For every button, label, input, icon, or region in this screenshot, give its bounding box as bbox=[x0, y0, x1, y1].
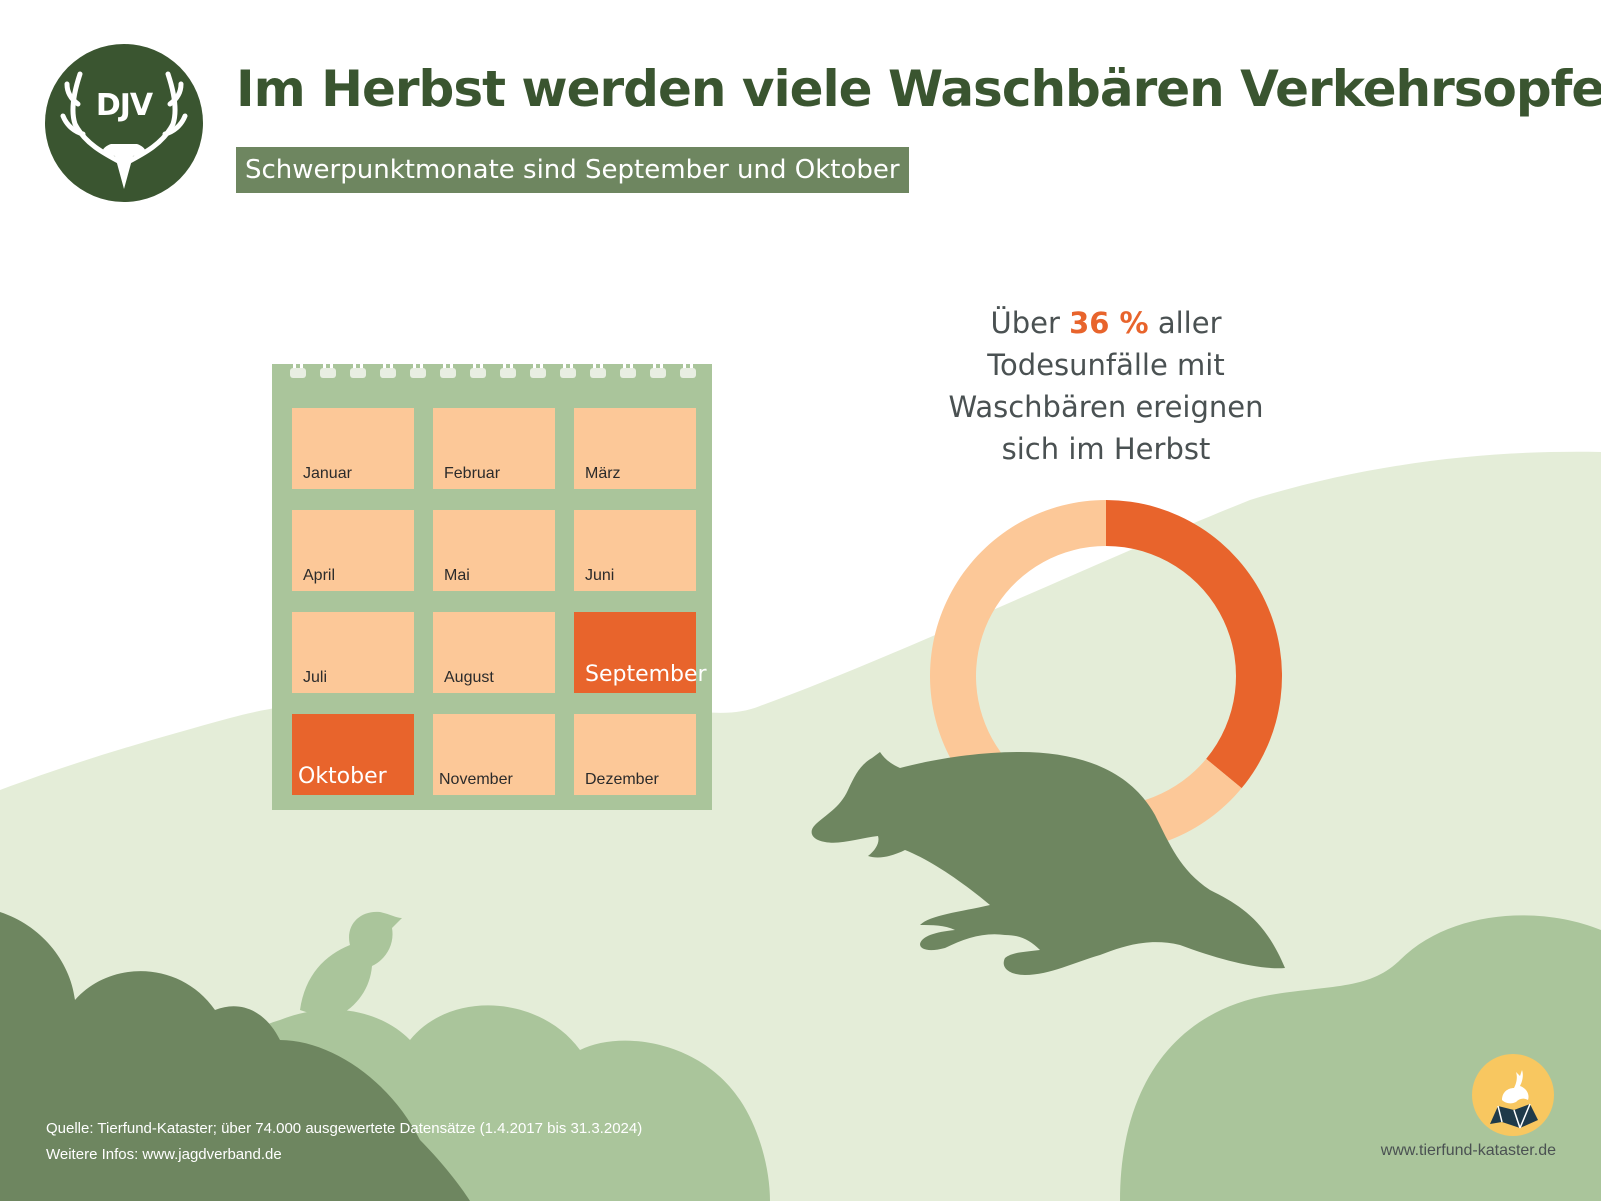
page-title: Im Herbst werden viele Waschbären Verkeh… bbox=[236, 60, 1601, 118]
footer: Quelle: Tierfund-Kataster; über 74.000 a… bbox=[46, 1116, 642, 1168]
calendar-ring bbox=[410, 352, 426, 380]
stat-line-2: Todesunfälle mit bbox=[987, 348, 1225, 382]
foreground-bush-left bbox=[0, 912, 470, 1201]
stat-prefix: Über bbox=[990, 306, 1060, 340]
calendar-ring bbox=[350, 352, 366, 380]
calendar-ring bbox=[440, 352, 456, 380]
calendar-ring bbox=[530, 352, 546, 380]
calendar-ring bbox=[500, 352, 516, 380]
month-mai: Mai bbox=[433, 510, 555, 591]
month-februar: Februar bbox=[433, 408, 555, 489]
bird-silhouette bbox=[300, 911, 402, 1020]
month-label: Juni bbox=[585, 567, 615, 584]
stat-text: Über 36 % aller Todesunfälle mit Waschbä… bbox=[930, 302, 1282, 470]
month-label: Juli bbox=[303, 669, 328, 686]
month-label: August bbox=[444, 669, 494, 686]
month-maerz: März bbox=[574, 408, 696, 489]
calendar-ring bbox=[320, 352, 336, 380]
calendar-ring bbox=[560, 352, 576, 380]
stat-line-4: sich im Herbst bbox=[1001, 432, 1211, 466]
antlers-icon bbox=[60, 71, 188, 189]
stat-line-3: Waschbären ereignen bbox=[948, 390, 1264, 424]
month-label: Dezember bbox=[585, 771, 659, 788]
calendar-ring bbox=[680, 352, 696, 380]
djv-logo-text: DJV bbox=[95, 88, 153, 123]
calendar-rings bbox=[272, 352, 712, 382]
calendar-ring bbox=[470, 352, 486, 380]
month-label: Januar bbox=[303, 465, 352, 482]
foreground-bush-right bbox=[1120, 915, 1601, 1201]
calendar-ring bbox=[590, 352, 606, 380]
stat-suffix: aller bbox=[1157, 306, 1222, 340]
calendar-ring bbox=[290, 352, 306, 380]
month-oktober: Oktober bbox=[292, 714, 414, 795]
month-september: September bbox=[574, 612, 707, 693]
month-label: April bbox=[303, 567, 336, 584]
month-label: Mai bbox=[444, 567, 470, 584]
donut-slice-0 bbox=[1106, 500, 1282, 789]
djv-logo: DJV bbox=[45, 44, 203, 202]
calendar: Januar Februar März April Mai Juni Juli … bbox=[272, 352, 712, 810]
month-dezember: Dezember bbox=[574, 714, 696, 795]
donut-chart bbox=[930, 500, 1282, 852]
month-label: September bbox=[585, 662, 707, 687]
deer-map-icon bbox=[1490, 1070, 1538, 1129]
month-november: November bbox=[433, 714, 555, 795]
page-subtitle: Schwerpunktmonate sind September und Okt… bbox=[236, 147, 909, 193]
month-label: Oktober bbox=[298, 764, 387, 789]
month-juli: Juli bbox=[292, 612, 414, 693]
stat-line-1: Über 36 % aller bbox=[930, 302, 1282, 344]
more-info-text: Weitere Infos: www.jagdverband.de bbox=[46, 1146, 282, 1163]
stat-value: 36 % bbox=[1069, 306, 1149, 340]
month-april: April bbox=[292, 510, 414, 591]
month-label: November bbox=[439, 771, 513, 788]
tierfund-kataster-logo bbox=[1472, 1054, 1554, 1136]
source-text: Quelle: Tierfund-Kataster; über 74.000 a… bbox=[46, 1120, 643, 1137]
month-august: August bbox=[433, 612, 555, 693]
month-label: Februar bbox=[444, 465, 501, 482]
calendar-ring bbox=[380, 352, 396, 380]
month-juni: Juni bbox=[574, 510, 696, 591]
calendar-ring bbox=[650, 352, 666, 380]
month-januar: Januar bbox=[292, 408, 414, 489]
background-hill bbox=[0, 451, 1601, 1201]
calendar-ring bbox=[620, 352, 636, 380]
tierfund-url: www.tierfund-kataster.de bbox=[1380, 1142, 1556, 1159]
month-label: März bbox=[585, 465, 621, 482]
